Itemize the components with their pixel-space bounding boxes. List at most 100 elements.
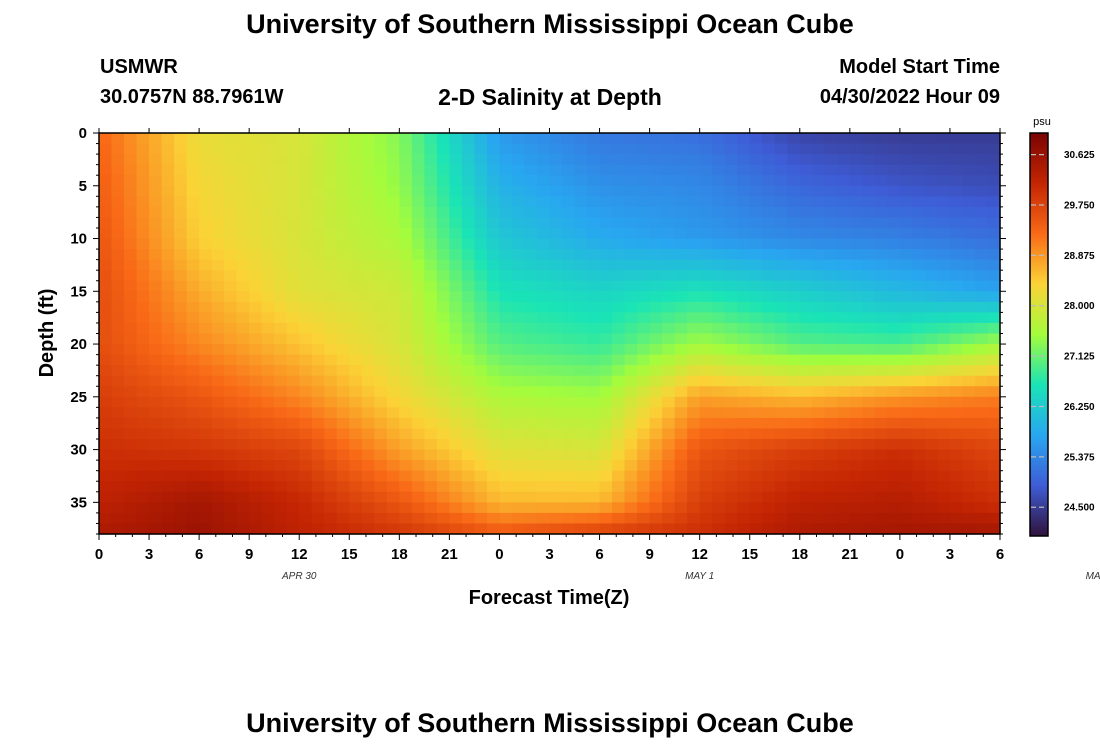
heatmap-cell	[299, 217, 313, 229]
heatmap-cell	[624, 470, 638, 482]
heatmap-cell	[199, 280, 213, 292]
heatmap-cell	[737, 175, 751, 187]
colorbar-tick-label: 28.875	[1064, 251, 1095, 262]
heatmap-cell	[899, 259, 913, 271]
heatmap-cell	[987, 449, 1001, 461]
heatmap-cell	[899, 470, 913, 482]
heatmap-cell	[599, 270, 613, 282]
heatmap-cell	[349, 375, 363, 387]
heatmap-cell	[624, 291, 638, 303]
heatmap-cell	[737, 280, 751, 292]
heatmap-cell	[874, 502, 888, 514]
heatmap-cell	[974, 291, 989, 303]
heatmap-cell	[449, 512, 463, 525]
heatmap-cell	[912, 396, 926, 408]
heatmap-cell	[274, 386, 288, 398]
heatmap-cell	[499, 439, 513, 451]
heatmap-cell	[812, 470, 826, 482]
heatmap-cell	[824, 196, 838, 208]
heatmap-cell	[199, 481, 213, 493]
heatmap-cell	[749, 439, 763, 451]
heatmap-cell	[436, 175, 450, 187]
heatmap-cell	[562, 375, 576, 387]
heatmap-cell	[111, 333, 125, 345]
heatmap-cell	[824, 491, 838, 503]
heatmap-cell	[799, 238, 813, 250]
heatmap-cell	[699, 322, 713, 335]
heatmap-cell	[149, 460, 163, 472]
heatmap-cell	[837, 154, 851, 166]
heatmap-cell	[924, 206, 939, 219]
heatmap-cell	[824, 185, 838, 197]
heatmap-cell	[899, 238, 913, 250]
heatmap-cell	[549, 481, 563, 493]
heatmap-cell	[774, 291, 788, 303]
heatmap-cell	[324, 133, 338, 145]
heatmap-cell	[637, 143, 651, 155]
heatmap-cell	[161, 312, 175, 324]
heatmap-cell	[962, 512, 976, 525]
heatmap-cell	[361, 396, 375, 408]
heatmap-cell	[124, 502, 138, 514]
heatmap-cell	[524, 386, 538, 398]
heatmap-cell	[449, 344, 463, 356]
heatmap-cell	[549, 249, 563, 261]
heatmap-cell	[211, 439, 225, 451]
heatmap-cell	[824, 470, 838, 482]
heatmap-cell	[762, 502, 776, 514]
heatmap-cell	[199, 249, 213, 261]
heatmap-cell	[536, 481, 551, 493]
heatmap-cell	[511, 175, 526, 187]
heatmap-cell	[587, 259, 601, 271]
heatmap-cell	[837, 481, 851, 493]
heatmap-cell	[236, 344, 250, 356]
heatmap-cell	[336, 164, 350, 176]
heatmap-cell	[549, 439, 563, 451]
heatmap-cell	[224, 417, 238, 430]
heatmap-cell	[211, 301, 225, 313]
heatmap-cell	[336, 217, 350, 229]
heatmap-cell	[136, 259, 150, 271]
heatmap-cell	[787, 196, 801, 208]
heatmap-cell	[124, 344, 138, 356]
heatmap-cell	[812, 196, 826, 208]
heatmap-cell	[799, 154, 813, 166]
heatmap-cell	[887, 312, 901, 324]
heatmap-cell	[411, 164, 425, 176]
heatmap-cell	[974, 196, 989, 208]
heatmap-cell	[912, 523, 926, 535]
heatmap-cell	[136, 460, 150, 472]
heatmap-cell	[536, 270, 551, 282]
heatmap-cell	[937, 344, 951, 356]
heatmap-cell	[562, 164, 576, 176]
heatmap-cell	[974, 185, 989, 197]
heatmap-cell	[737, 206, 751, 219]
heatmap-cell	[386, 365, 400, 377]
heatmap-cell	[774, 344, 788, 356]
heatmap-cell	[749, 491, 763, 503]
heatmap-cell	[874, 196, 888, 208]
heatmap-cell	[249, 354, 263, 366]
heatmap-cell	[787, 428, 801, 440]
heatmap-cell	[662, 322, 676, 335]
heatmap-cell	[536, 417, 551, 430]
heatmap-cell	[499, 249, 513, 261]
heatmap-cell	[136, 491, 150, 503]
heatmap-cell	[912, 365, 926, 377]
heatmap-cell	[662, 449, 676, 461]
heatmap-cell	[962, 227, 976, 240]
page-title: University of Southern Mississippi Ocean…	[246, 9, 854, 39]
heatmap-cell	[887, 217, 901, 229]
heatmap-cell	[674, 291, 688, 303]
heatmap-cell	[699, 217, 713, 229]
heatmap-cell	[536, 439, 551, 451]
heatmap-cell	[324, 175, 338, 187]
heatmap-cell	[712, 280, 726, 292]
heatmap-cell	[924, 249, 939, 261]
heatmap-cell	[299, 439, 313, 451]
heatmap-cell	[674, 470, 688, 482]
station-coords: 30.0757N 88.7961W	[100, 86, 284, 108]
heatmap-cell	[299, 322, 313, 335]
heatmap-cell	[787, 185, 801, 197]
heatmap-cell	[737, 259, 751, 271]
